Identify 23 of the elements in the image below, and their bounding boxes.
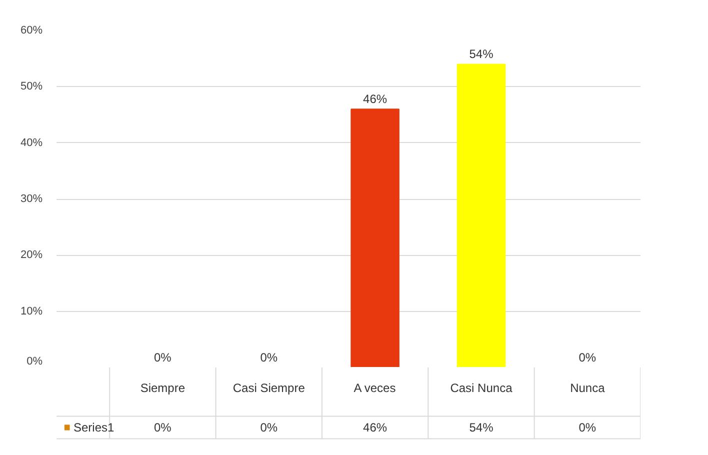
y-tick-label: 40% <box>20 136 43 149</box>
text: 0% <box>154 420 172 434</box>
text: 0% <box>260 350 278 364</box>
x-tick-label: Nunca <box>570 381 606 396</box>
y-tick-label: 0% <box>26 356 43 368</box>
x-tick-label: Casi Siempre <box>232 381 306 396</box>
y-tick-label: 20% <box>20 249 43 262</box>
text: 0% <box>260 420 278 434</box>
x-tick-label: A veces <box>354 381 396 396</box>
x-tick-label: Casi Nunca <box>450 381 513 396</box>
text: 46% <box>363 420 388 434</box>
y-tick-label: 60% <box>20 24 43 36</box>
y-tick-label: 10% <box>20 305 43 318</box>
y-tick-label: 30% <box>20 193 43 205</box>
text: 54% <box>469 47 494 62</box>
legend-label: Series1 <box>73 420 115 434</box>
text: 54% <box>469 420 494 434</box>
text: 0% <box>154 350 172 364</box>
text: 0% <box>578 420 596 434</box>
y-tick-label: 50% <box>20 80 43 93</box>
text: 46% <box>363 92 388 106</box>
text: 0% <box>578 350 596 364</box>
x-tick-label: Siempre <box>140 381 186 396</box>
